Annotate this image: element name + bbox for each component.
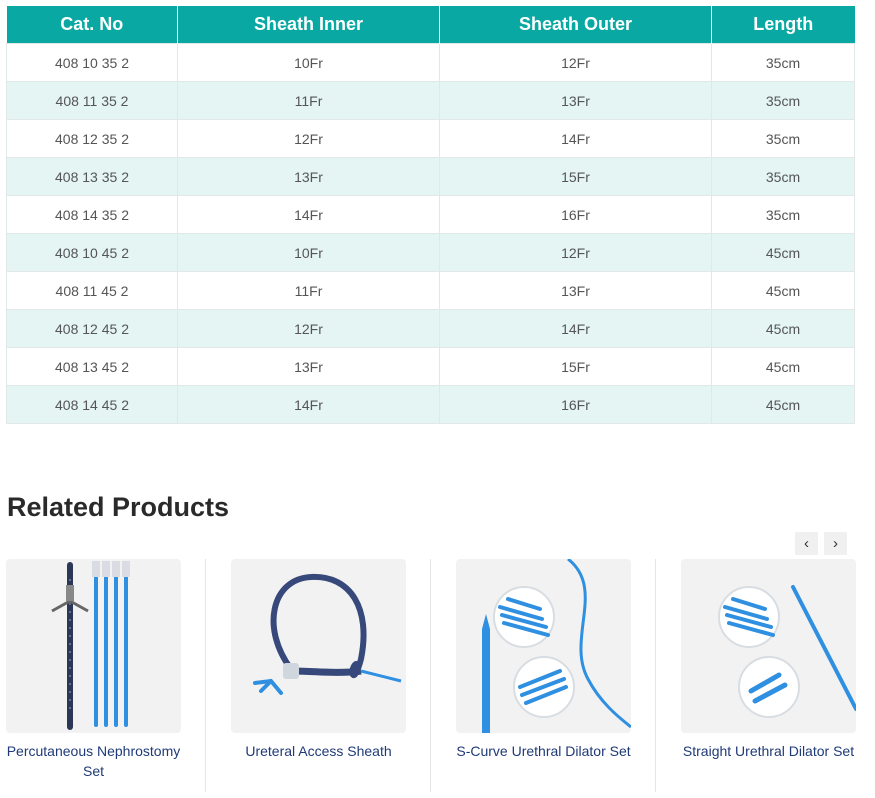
product-name[interactable]: Percutaneous Nephrostomy Set — [6, 743, 181, 779]
cell-sheath-outer: 13Fr — [439, 81, 712, 120]
cell-cat-no: 408 12 35 2 — [6, 119, 178, 158]
specs-table: Cat. No Sheath Inner Sheath Outer Length… — [6, 6, 855, 424]
cell-sheath-outer: 12Fr — [439, 43, 712, 82]
cell-sheath-outer: 16Fr — [439, 195, 712, 234]
chevron-left-icon: ‹ — [804, 535, 809, 552]
table-row: 408 13 45 2 13Fr 15Fr 45cm — [6, 347, 855, 386]
s-curve-dilator-image[interactable] — [456, 559, 631, 733]
related-products-title: Related Products — [7, 492, 230, 522]
product-name[interactable]: Straight Urethral Dilator Set — [682, 743, 855, 759]
header-sheath-inner: Sheath Inner — [177, 6, 440, 44]
cell-cat-no: 408 10 35 2 — [6, 43, 178, 82]
cell-length: 45cm — [711, 347, 855, 386]
table-row: 408 14 45 2 14Fr 16Fr 45cm — [6, 385, 855, 424]
cell-sheath-outer: 13Fr — [439, 271, 712, 310]
cell-cat-no: 408 10 45 2 — [6, 233, 178, 272]
related-products-carousel: Percutaneous Nephrostomy Set Ureteral Ac… — [0, 559, 875, 798]
cell-sheath-inner: 12Fr — [177, 119, 440, 158]
cell-cat-no: 408 11 45 2 — [6, 271, 178, 310]
card-divider — [205, 559, 206, 792]
cell-length: 35cm — [711, 81, 855, 120]
cell-length: 35cm — [711, 195, 855, 234]
card-divider — [430, 559, 431, 792]
cell-cat-no: 408 13 35 2 — [6, 157, 178, 196]
cell-length: 45cm — [711, 385, 855, 424]
cell-sheath-outer: 14Fr — [439, 309, 712, 348]
cell-length: 35cm — [711, 43, 855, 82]
table-row: 408 11 45 2 11Fr 13Fr 45cm — [6, 271, 855, 310]
cell-sheath-inner: 13Fr — [177, 157, 440, 196]
table-row: 408 11 35 2 11Fr 13Fr 35cm — [6, 81, 855, 120]
cell-cat-no: 408 12 45 2 — [6, 309, 178, 348]
product-name[interactable]: Ureteral Access Sheath — [245, 743, 392, 759]
product-name[interactable]: S-Curve Urethral Dilator Set — [456, 743, 631, 759]
product-card[interactable]: Straight Urethral Dilator Set — [681, 559, 856, 798]
cell-sheath-inner: 14Fr — [177, 195, 440, 234]
cell-sheath-inner: 10Fr — [177, 43, 440, 82]
straight-dilator-image[interactable] — [681, 559, 856, 733]
header-cat-no: Cat. No — [6, 6, 178, 44]
cell-length: 35cm — [711, 157, 855, 196]
product-card[interactable]: Ureteral Access Sheath — [231, 559, 406, 798]
carousel-next-button[interactable]: › — [824, 532, 847, 555]
carousel-prev-button[interactable]: ‹ — [795, 532, 818, 555]
cell-sheath-inner: 11Fr — [177, 271, 440, 310]
cell-length: 45cm — [711, 233, 855, 272]
cell-sheath-outer: 16Fr — [439, 385, 712, 424]
product-card[interactable]: S-Curve Urethral Dilator Set — [456, 559, 631, 798]
table-row: 408 12 35 2 12Fr 14Fr 35cm — [6, 119, 855, 158]
cell-sheath-inner: 13Fr — [177, 347, 440, 386]
table-row: 408 10 35 2 10Fr 12Fr 35cm — [6, 43, 855, 82]
cell-sheath-outer: 12Fr — [439, 233, 712, 272]
table-header-row: Cat. No Sheath Inner Sheath Outer Length — [6, 6, 855, 44]
cell-sheath-inner: 11Fr — [177, 81, 440, 120]
cell-sheath-outer: 15Fr — [439, 347, 712, 386]
cell-cat-no: 408 11 35 2 — [6, 81, 178, 120]
nephrostomy-set-image[interactable] — [6, 559, 181, 733]
cell-sheath-inner: 10Fr — [177, 233, 440, 272]
header-sheath-outer: Sheath Outer — [439, 6, 712, 44]
product-card[interactable]: Percutaneous Nephrostomy Set — [6, 559, 181, 798]
header-length: Length — [711, 6, 855, 44]
cell-sheath-inner: 14Fr — [177, 385, 440, 424]
cell-length: 45cm — [711, 309, 855, 348]
table-row: 408 10 45 2 10Fr 12Fr 45cm — [6, 233, 855, 272]
cell-length: 45cm — [711, 271, 855, 310]
cell-cat-no: 408 14 35 2 — [6, 195, 178, 234]
card-divider — [655, 559, 656, 792]
table-row: 408 12 45 2 12Fr 14Fr 45cm — [6, 309, 855, 348]
table-row: 408 13 35 2 13Fr 15Fr 35cm — [6, 157, 855, 196]
ureteral-sheath-image[interactable] — [231, 559, 406, 733]
cell-sheath-outer: 14Fr — [439, 119, 712, 158]
cell-sheath-inner: 12Fr — [177, 309, 440, 348]
chevron-right-icon: › — [833, 535, 838, 552]
cell-cat-no: 408 14 45 2 — [6, 385, 178, 424]
cell-length: 35cm — [711, 119, 855, 158]
cell-sheath-outer: 15Fr — [439, 157, 712, 196]
cell-cat-no: 408 13 45 2 — [6, 347, 178, 386]
table-row: 408 14 35 2 14Fr 16Fr 35cm — [6, 195, 855, 234]
